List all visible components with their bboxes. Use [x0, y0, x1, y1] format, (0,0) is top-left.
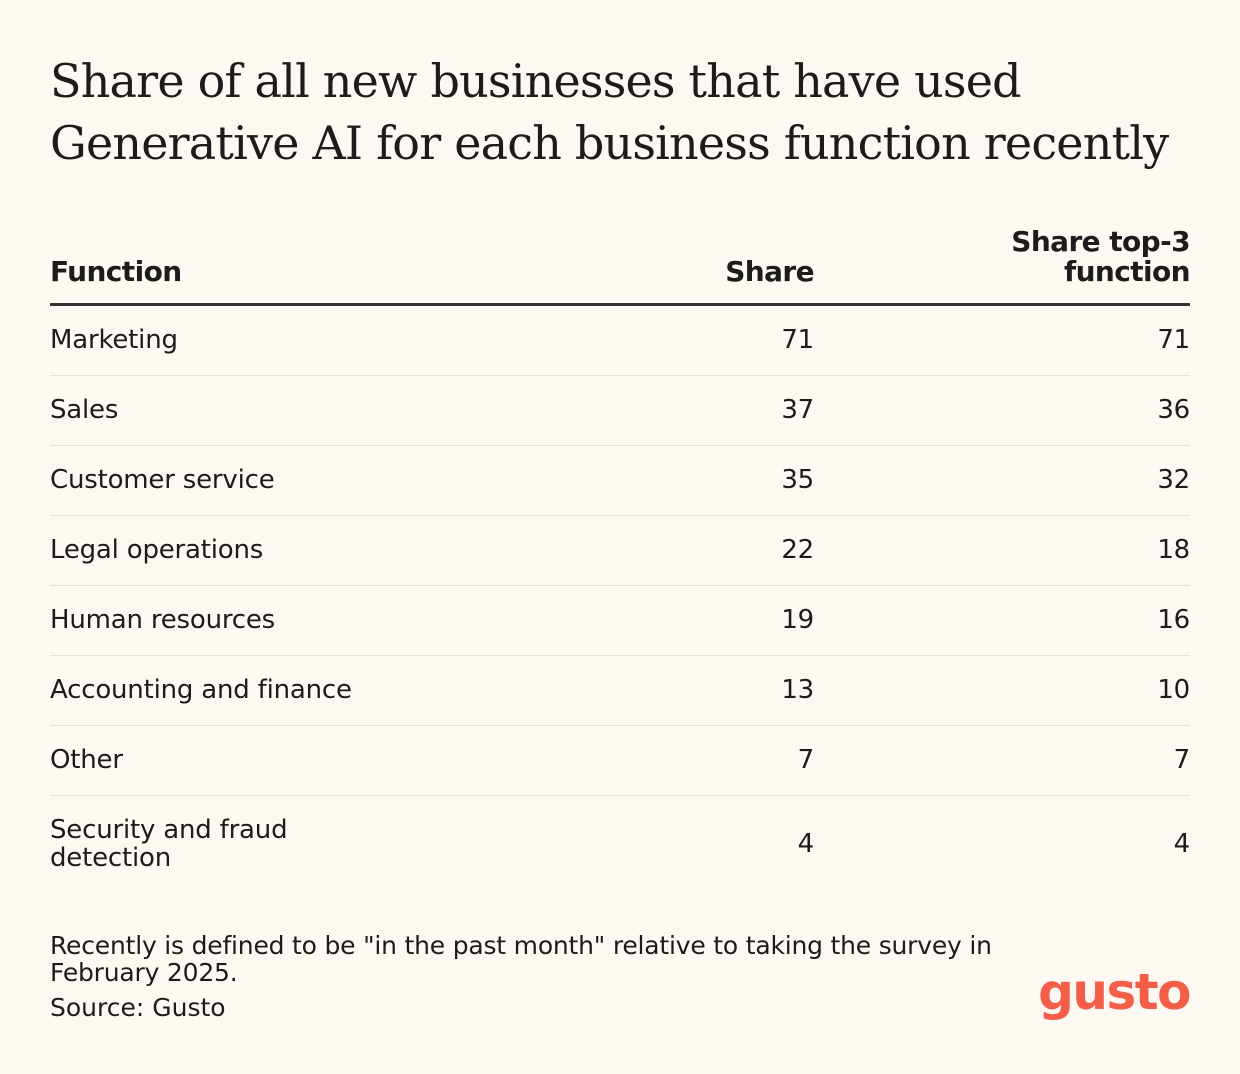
cell-share: 19	[781, 605, 814, 635]
cell-share-top3: 4	[1173, 829, 1191, 859]
cell-share-top3: 18	[1157, 535, 1190, 565]
cell-function: Marketing	[50, 325, 178, 355]
table-row: Marketing 71 71	[50, 306, 1190, 376]
cell-share-top3: 71	[1157, 325, 1190, 355]
cell-share: 13	[781, 675, 814, 705]
table-row: Legal operations 22 18	[50, 516, 1190, 586]
data-table: Function Share Share top-3 function Mark…	[50, 222, 1191, 892]
table-row: Other 7 7	[50, 726, 1190, 796]
table-row: Customer service 35 32	[50, 446, 1190, 516]
source-label: Source: Gusto	[50, 993, 226, 1022]
table-body: Marketing 71 71 Sales 37 36 Customer service 35…	[50, 306, 1190, 892]
table-row: Human resources 19 16	[50, 586, 1190, 656]
table-header: Function Share Share top-3 function	[50, 222, 1191, 306]
cell-share: 4	[797, 829, 815, 859]
table-row: Security and fraud detection 4 4	[50, 796, 1190, 892]
cell-function: Other	[50, 745, 123, 775]
column-header-share: Share	[725, 255, 814, 288]
cell-share-top3: 16	[1157, 605, 1190, 635]
chart-title: Share of all new businesses that have us…	[50, 54, 1169, 170]
cell-function: Legal operations	[50, 535, 264, 565]
cell-function: Human resources	[50, 605, 276, 635]
cell-function: Security and fraud detection	[50, 815, 288, 873]
cell-share: 7	[797, 745, 815, 775]
table-row: Accounting and finance 13 10	[50, 656, 1190, 726]
cell-function: Customer service	[50, 465, 275, 495]
cell-share: 22	[781, 535, 814, 565]
cell-share-top3: 36	[1157, 395, 1190, 425]
footnote: Recently is defined to be "in the past m…	[50, 931, 992, 987]
gusto-logo: gusto	[1038, 963, 1191, 1021]
cell-share: 37	[781, 395, 814, 425]
cell-function: Sales	[50, 395, 119, 425]
cell-share-top3: 32	[1157, 465, 1190, 495]
cell-share-top3: 10	[1157, 675, 1190, 705]
column-header-function: Function	[50, 255, 182, 288]
column-header-share-top3: Share top-3 function	[1011, 225, 1190, 288]
cell-share: 71	[781, 325, 814, 355]
cell-share-top3: 7	[1173, 745, 1191, 775]
table-row: Sales 37 36	[50, 376, 1190, 446]
cell-share: 35	[781, 465, 814, 495]
cell-function: Accounting and finance	[50, 675, 352, 705]
